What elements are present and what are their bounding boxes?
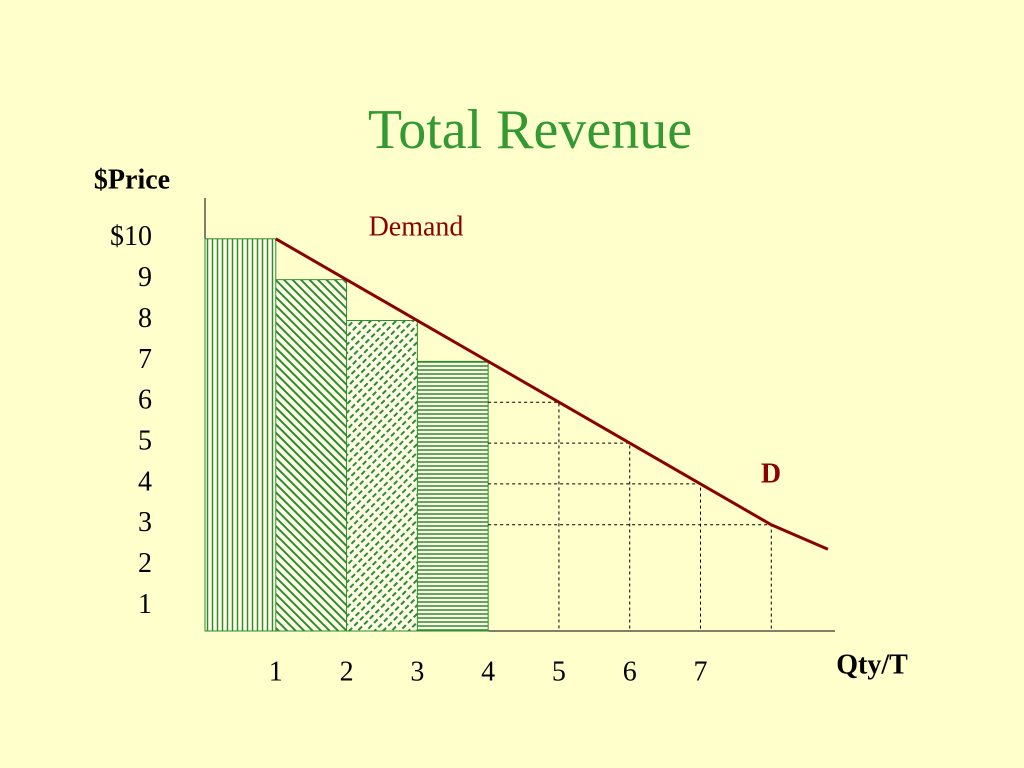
x-tick-label: 1	[269, 656, 283, 687]
x-tick-label: 2	[340, 656, 354, 687]
y-tick-label: 4	[138, 466, 152, 497]
y-tick-label: 3	[138, 507, 152, 538]
x-tick-label: 3	[410, 656, 424, 687]
y-tick-label: 9	[138, 262, 152, 293]
x-tick-label: 6	[623, 656, 637, 687]
curve-label: D	[761, 458, 781, 489]
guide-line	[488, 442, 631, 631]
x-tick-label: 5	[552, 656, 566, 687]
y-axis-label: $Price	[94, 164, 170, 195]
guide-line	[488, 401, 560, 631]
y-tick-label: 8	[138, 303, 152, 334]
x-tick-label: 7	[694, 656, 708, 687]
y-tick-label: 7	[138, 344, 152, 375]
y-tick-label: 2	[138, 548, 152, 579]
x-tick-label: 4	[481, 656, 495, 687]
chart-title: Total Revenue	[368, 99, 692, 161]
legend-label: Demand	[369, 211, 464, 242]
revenue-area	[204, 238, 277, 632]
x-axis-label: Qty/T	[836, 649, 908, 680]
guide-line	[488, 483, 702, 631]
y-tick-label: $10	[110, 221, 152, 252]
y-tick-label: 1	[138, 589, 152, 620]
demand-line	[275, 237, 829, 551]
y-tick-label: 5	[138, 425, 152, 456]
y-tick-label: 6	[138, 385, 152, 416]
